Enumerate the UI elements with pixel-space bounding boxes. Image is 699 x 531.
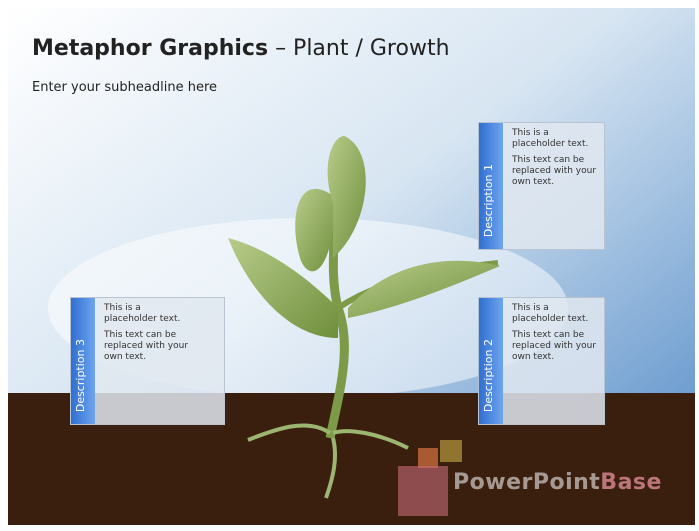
description-label: Description 2	[482, 339, 495, 412]
description-box: Description 1 This is a placeholder text…	[478, 122, 605, 250]
watermark-part2: Base	[600, 470, 662, 495]
description-tab: Description 2	[479, 298, 503, 424]
description-text: This is a placeholder text.	[512, 128, 604, 150]
description-text: This text can be replaced with your own …	[512, 155, 604, 188]
description-box: Description 2 This is a placeholder text…	[478, 297, 605, 425]
description-text: This is a placeholder text.	[104, 303, 196, 325]
page: Metaphor Graphics – Plant / Growth Enter…	[0, 0, 699, 531]
description-label: Description 1	[482, 164, 495, 237]
title-rest: – Plant / Growth	[275, 36, 449, 61]
title: Metaphor Graphics – Plant / Growth	[32, 36, 450, 61]
watermark: PowerPointBase	[453, 470, 662, 495]
description-text: This text can be replaced with your own …	[512, 330, 604, 363]
description-tab: Description 3	[71, 298, 95, 424]
watermark-part1: PowerPoint	[453, 470, 600, 495]
subheadline: Enter your subheadline here	[32, 80, 217, 95]
description-text: This text can be replaced with your own …	[104, 330, 196, 363]
title-bold: Metaphor Graphics	[32, 36, 268, 61]
description-text: This is a placeholder text.	[512, 303, 604, 325]
slide: Metaphor Graphics – Plant / Growth Enter…	[8, 8, 695, 525]
description-box: Description 3 This is a placeholder text…	[70, 297, 225, 425]
description-label: Description 3	[74, 339, 87, 412]
description-tab: Description 1	[479, 123, 503, 249]
